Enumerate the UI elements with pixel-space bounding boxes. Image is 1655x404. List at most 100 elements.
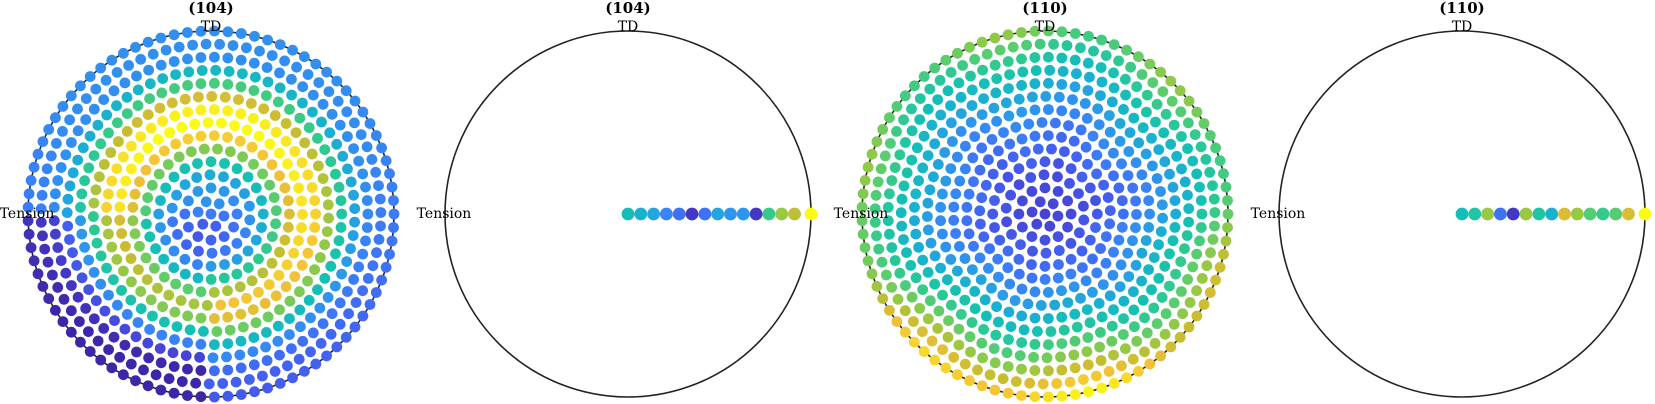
data-point [1108, 170, 1119, 182]
data-point [1043, 77, 1054, 89]
data-point [1174, 85, 1186, 97]
data-point [926, 119, 938, 131]
data-point [84, 346, 96, 357]
data-point [169, 334, 180, 345]
data-point [130, 375, 141, 387]
data-point [299, 51, 310, 63]
data-point [1062, 221, 1073, 233]
data-point [140, 164, 152, 176]
data-point [856, 201, 868, 213]
data-point [968, 176, 979, 188]
data-point [140, 252, 152, 264]
data-point [168, 245, 180, 257]
data-point [945, 67, 957, 78]
data-point [875, 163, 887, 175]
data-point [804, 207, 818, 221]
data-point [1051, 378, 1063, 389]
data-point [948, 201, 960, 213]
data-point [209, 365, 220, 377]
data-point [218, 186, 230, 197]
data-point [1153, 239, 1164, 251]
data-point [116, 285, 127, 296]
data-point [1038, 169, 1050, 181]
data-point [884, 112, 895, 124]
data-point [284, 104, 295, 115]
data-point [994, 44, 1006, 56]
data-point [332, 95, 344, 107]
data-point [247, 113, 259, 124]
data-point [305, 346, 316, 358]
data-point [1108, 349, 1119, 361]
data-point [905, 260, 917, 271]
data-point [1003, 334, 1014, 345]
data-point [974, 252, 986, 264]
data-point [127, 201, 139, 213]
data-point [83, 326, 94, 337]
data-point [215, 299, 227, 311]
data-point [243, 262, 254, 273]
data-point [288, 170, 300, 181]
data-point [1043, 51, 1054, 63]
data-point [130, 331, 142, 343]
data-point [1043, 313, 1054, 324]
data-point [319, 144, 331, 156]
data-point [1171, 150, 1183, 162]
data-point [1128, 112, 1140, 124]
data-point [1095, 327, 1106, 338]
data-point [208, 130, 220, 142]
data-point [98, 159, 110, 170]
data-point [960, 276, 971, 288]
data-point [310, 208, 321, 220]
data-point [84, 71, 96, 82]
data-point [1010, 376, 1022, 387]
data-point [50, 304, 61, 316]
data-point [857, 188, 869, 200]
data-point [159, 271, 170, 283]
data-point [262, 382, 273, 394]
data-point [964, 41, 975, 53]
data-point [1214, 261, 1226, 273]
data-point [1013, 208, 1025, 220]
data-point [235, 28, 247, 39]
data-point [317, 318, 329, 330]
data-point [869, 203, 881, 215]
data-point [1198, 118, 1210, 129]
data-point [1131, 209, 1142, 220]
data-point [953, 323, 965, 335]
data-point [1116, 221, 1128, 233]
data-point [909, 80, 920, 92]
data-point [302, 69, 314, 80]
data-point [248, 332, 260, 343]
data-point [1116, 360, 1127, 372]
data-point [1039, 260, 1051, 272]
data-point [210, 220, 222, 232]
data-point [1005, 189, 1016, 201]
data-point [964, 331, 976, 343]
data-point [1140, 182, 1152, 193]
pole-figure-110-full: (110) TD Tension [834, 0, 1234, 403]
data-point [37, 230, 48, 242]
data-point [132, 84, 144, 96]
data-point [1096, 34, 1107, 46]
data-point [218, 231, 230, 243]
data-point [231, 208, 243, 220]
data-point [1030, 65, 1042, 76]
data-point [1149, 338, 1161, 349]
data-point [106, 241, 118, 253]
data-point [241, 42, 252, 54]
data-point [175, 295, 187, 306]
data-point [118, 47, 129, 59]
data-point [52, 282, 64, 293]
data-point [1151, 98, 1163, 110]
data-point [55, 162, 67, 173]
data-point [1019, 146, 1031, 158]
data-point [79, 241, 90, 253]
data-point [917, 284, 929, 295]
data-point [167, 216, 179, 228]
data-point [192, 231, 204, 243]
data-point [873, 243, 885, 255]
data-point [976, 109, 988, 120]
data-point [386, 235, 398, 247]
data-point [762, 207, 776, 221]
data-point [1194, 181, 1205, 193]
